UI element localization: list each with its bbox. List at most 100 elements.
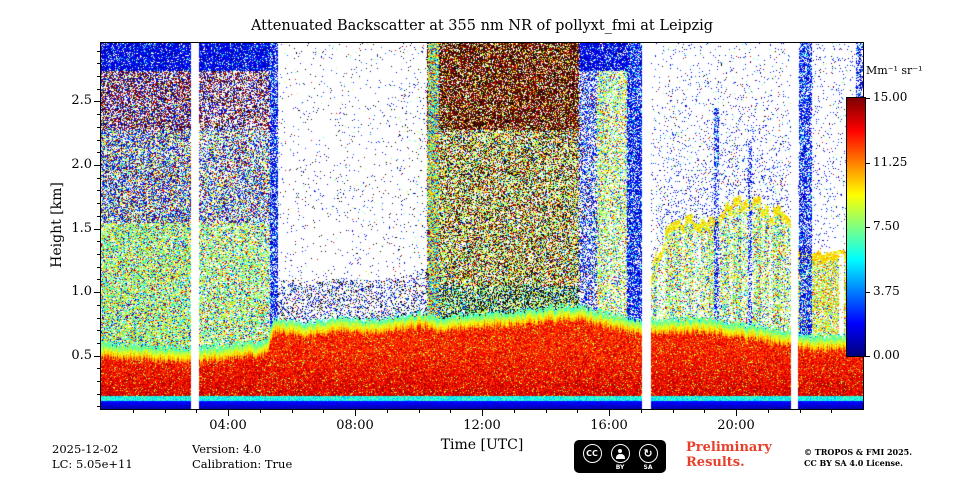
y-tick-mark: [94, 292, 100, 294]
x-minor-tick-mark: [196, 410, 198, 413]
y-minor-tick-mark: [97, 152, 100, 154]
cc-by-sa-badge: CC BY ↻ SA: [574, 440, 666, 473]
cc-icon-label: CC: [586, 449, 598, 458]
footer-version-block: Version: 4.0 Calibration: True: [192, 442, 292, 472]
y-minor-tick-mark: [97, 114, 100, 116]
y-tick-label: 1.5: [71, 220, 92, 236]
x-tick-mark: [482, 410, 483, 416]
x-minor-tick-mark: [704, 410, 706, 413]
y-tick-label: 2.0: [71, 157, 92, 172]
y-minor-tick-mark: [97, 76, 100, 78]
colorbar-tick-mark: [866, 291, 870, 293]
y-minor-tick-mark: [97, 393, 100, 395]
y-minor-tick-mark: [97, 177, 100, 179]
y-minor-tick-mark: [97, 215, 100, 217]
colorbar-tick-mark: [866, 356, 870, 357]
y-tick-label: 2.5: [71, 93, 92, 109]
colorbar-canvas: [846, 97, 866, 357]
x-minor-tick-mark: [291, 410, 293, 413]
copyright-line2: CC BY SA 4.0 License.: [804, 458, 903, 468]
preliminary-note: Preliminary Results.: [686, 440, 772, 470]
y-minor-tick-mark: [97, 50, 100, 52]
footer-lidar-constant: LC: 5.05e+11: [52, 457, 133, 471]
x-minor-tick-mark: [577, 410, 579, 413]
y-minor-tick-mark: [97, 330, 100, 332]
x-minor-tick-mark: [259, 410, 261, 413]
y-tick-label: 0.5: [71, 347, 92, 363]
x-minor-tick-mark: [164, 410, 166, 413]
x-tick-mark: [355, 410, 356, 416]
x-tick-label: 12:00: [463, 418, 501, 433]
y-minor-tick-mark: [97, 241, 100, 243]
cc-sa-label: SA: [643, 464, 653, 471]
y-minor-tick-mark: [97, 342, 100, 344]
x-tick-label: 16:00: [590, 418, 628, 433]
x-minor-tick-mark: [640, 410, 642, 413]
sa-arrow-glyph: ↻: [643, 447, 653, 460]
y-minor-tick-mark: [97, 381, 100, 383]
colorbar-tick-label: 7.50: [873, 219, 900, 233]
x-minor-tick-mark: [831, 410, 833, 413]
preliminary-line2: Results.: [686, 455, 745, 470]
y-minor-tick-mark: [97, 88, 100, 90]
colorbar-tick-mark: [866, 98, 870, 99]
x-minor-tick-mark: [386, 410, 388, 413]
x-minor-tick-mark: [672, 410, 674, 413]
y-tick-label: 1.0: [71, 284, 92, 300]
cc-license-column: CC: [582, 444, 602, 463]
cc-icon: CC: [582, 444, 602, 463]
cc-by-column: BY: [610, 444, 630, 471]
chart-title: Attenuated Backscatter at 355 nm NR of p…: [250, 18, 714, 34]
y-minor-tick-mark: [97, 304, 100, 306]
y-minor-tick-mark: [97, 203, 100, 205]
y-tick-mark: [94, 355, 100, 357]
y-minor-tick-mark: [97, 253, 100, 255]
person-head-shape: [618, 448, 622, 453]
footer-date-block: 2025-12-02 LC: 5.05e+11: [52, 442, 133, 472]
footer-calibration: Calibration: True: [192, 457, 293, 471]
y-tick-mark: [94, 165, 100, 166]
colorbar-tick-label: 3.75: [873, 283, 900, 298]
y-minor-tick-mark: [97, 368, 100, 370]
y-minor-tick-mark: [97, 126, 100, 128]
footer-version: Version: 4.0: [192, 442, 262, 456]
x-axis-label: Time [UTC]: [440, 437, 524, 453]
preliminary-line1: Preliminary: [686, 440, 772, 455]
y-minor-tick-mark: [97, 406, 100, 408]
footer-date: 2025-12-02: [52, 442, 119, 456]
x-tick-mark: [736, 410, 737, 416]
heatmap-canvas: [100, 42, 864, 410]
x-minor-tick-mark: [799, 410, 801, 413]
y-minor-tick-mark: [97, 139, 100, 141]
copyright-line1: © TROPOS & FMI 2025.: [804, 447, 913, 457]
y-minor-tick-mark: [97, 266, 100, 268]
y-tick-mark: [94, 228, 100, 230]
x-minor-tick-mark: [767, 410, 769, 413]
x-minor-tick-mark: [132, 410, 134, 413]
person-body-shape: [615, 453, 625, 459]
cc-sa-arrow-icon: ↻: [638, 444, 658, 463]
y-minor-tick-mark: [97, 317, 100, 319]
colorbar-tick-label: 0.00: [873, 348, 900, 362]
y-minor-tick-mark: [97, 279, 100, 281]
x-tick-mark: [609, 410, 610, 416]
cc-sa-column: ↻ SA: [638, 444, 658, 471]
colorbar-tick-label: 15.00: [873, 90, 908, 104]
x-tick-mark: [228, 410, 229, 416]
x-minor-tick-mark: [418, 410, 420, 413]
x-minor-tick-mark: [450, 410, 452, 413]
colorbar-tick-mark: [866, 227, 870, 228]
x-minor-tick-mark: [513, 410, 515, 413]
copyright-note: © TROPOS & FMI 2025. CC BY SA 4.0 Licens…: [804, 447, 912, 469]
colorbar-tick-label: 11.25: [873, 154, 908, 169]
y-minor-tick-mark: [97, 190, 100, 192]
colorbar-tick-mark: [866, 162, 870, 164]
y-minor-tick-mark: [97, 63, 100, 65]
x-tick-label: 04:00: [209, 418, 247, 433]
y-tick-mark: [94, 101, 100, 103]
cc-by-label: BY: [615, 464, 625, 471]
cc-by-person-icon: [610, 444, 630, 463]
x-tick-label: 08:00: [336, 418, 374, 433]
x-tick-label: 20:00: [717, 418, 755, 433]
